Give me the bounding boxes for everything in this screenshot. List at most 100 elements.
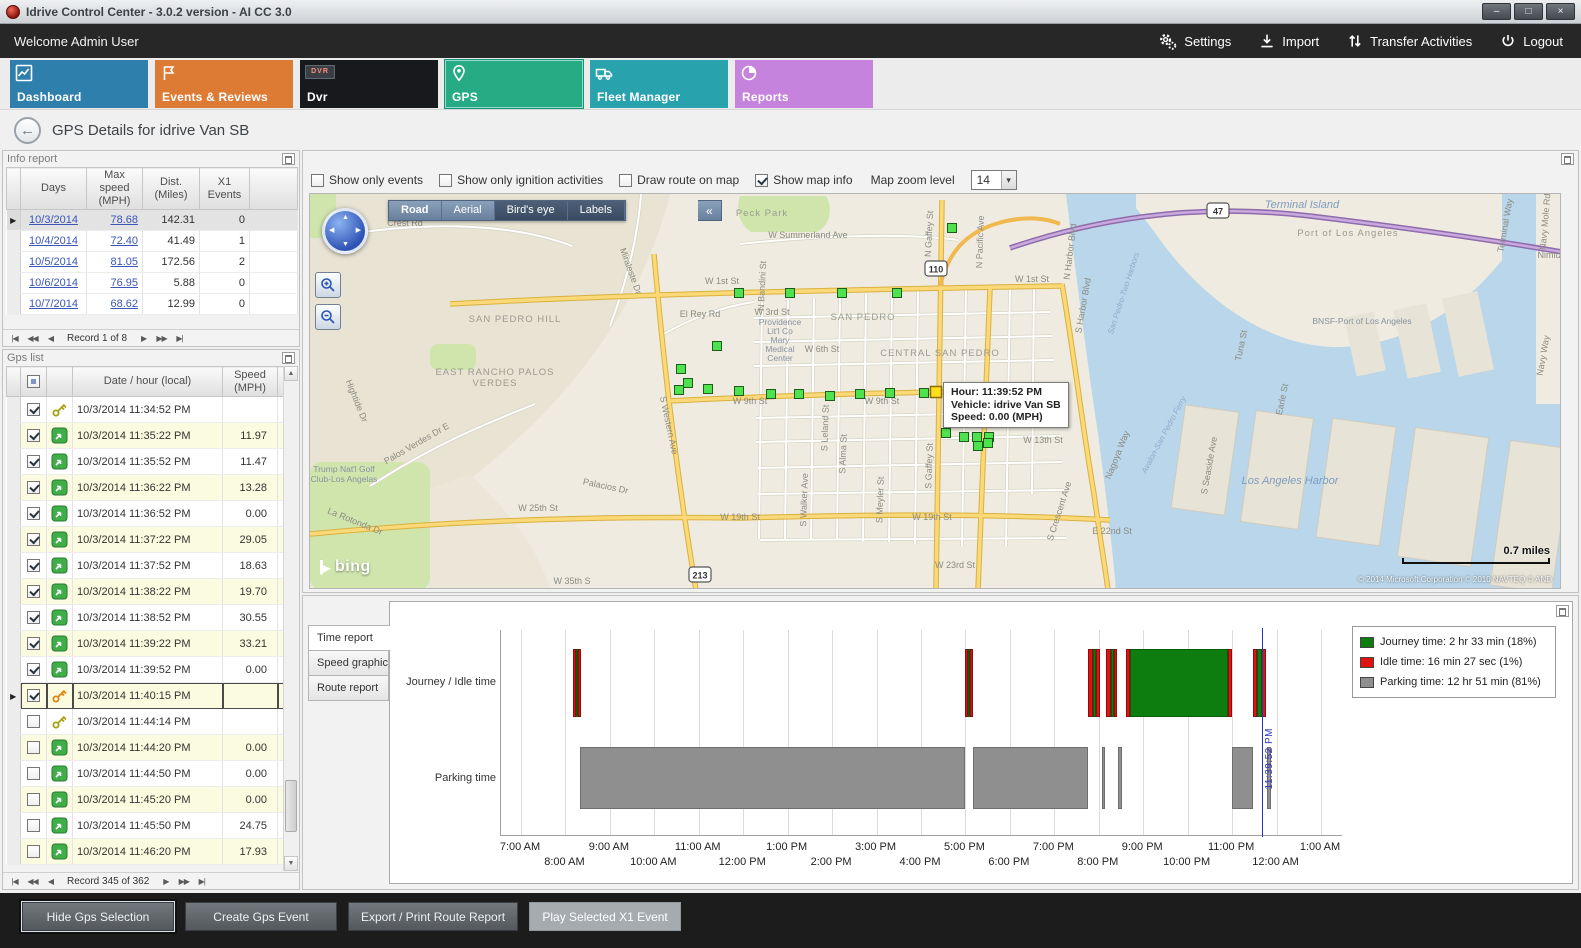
panel-maximize-icon[interactable] — [282, 352, 295, 364]
max-speed-link[interactable]: 76.95 — [110, 277, 138, 289]
tab-dvr[interactable]: DVR Dvr — [300, 60, 438, 108]
day-link[interactable]: 10/7/2014 — [29, 298, 78, 310]
day-link[interactable]: 10/3/2014 — [29, 214, 78, 226]
idle-segment[interactable] — [1228, 649, 1233, 717]
checkbox[interactable] — [439, 173, 453, 187]
back-button[interactable]: ← — [14, 116, 41, 144]
gps-list-row[interactable]: ▶ 10/3/2014 11:44:14 PM — [6, 708, 284, 735]
info-report-row[interactable]: ▶ 10/3/2014 78.68 142.31 0 — [6, 209, 298, 231]
route-point-marker[interactable] — [947, 223, 957, 233]
parking-segment[interactable] — [580, 747, 965, 809]
day-link[interactable]: 10/4/2014 — [29, 235, 78, 247]
gps-list-scrollbar[interactable]: ▲ ▼ — [283, 366, 298, 871]
map-zoom-in-button[interactable] — [315, 272, 341, 298]
row-checkbox[interactable] — [27, 793, 40, 806]
gps-list-row[interactable]: ▶ 10/3/2014 11:37:52 PM 18.63 — [6, 552, 284, 579]
row-checkbox[interactable] — [27, 767, 40, 780]
map-style-option[interactable]: Road — [389, 201, 442, 220]
route-point-marker[interactable] — [919, 388, 929, 398]
tab-speed-graphic[interactable]: Speed graphic — [308, 650, 389, 676]
time-cursor-line[interactable] — [1261, 628, 1263, 837]
route-point-marker[interactable] — [855, 389, 865, 399]
transfer-activities-button[interactable]: Transfer Activities — [1347, 33, 1472, 49]
idle-segment[interactable] — [1095, 649, 1101, 717]
checkbox[interactable] — [311, 173, 324, 187]
show-only-events-checkbox[interactable]: Show only events — [311, 173, 423, 187]
nav-prev-page-button[interactable]: ◀◀ — [27, 333, 38, 343]
gps-list-row[interactable]: ▶ 10/3/2014 11:40:15 PM — [6, 682, 284, 709]
journey-segment[interactable] — [1256, 649, 1262, 717]
row-checkbox[interactable] — [27, 481, 40, 494]
max-speed-link[interactable]: 68.62 — [110, 298, 138, 310]
tab-gps[interactable]: GPS — [445, 60, 583, 108]
export-print-route-report-button[interactable]: Export / Print Route Report — [348, 902, 519, 931]
nav-next-button[interactable]: ▶ — [140, 333, 147, 343]
pan-west-arrow-icon[interactable]: ◀ — [329, 227, 335, 234]
gps-list-row[interactable]: ▶ 10/3/2014 11:36:52 PM 0.00 — [6, 500, 284, 527]
gps-list-row[interactable]: ▶ 10/3/2014 11:37:22 PM 29.05 — [6, 526, 284, 553]
max-speed-link[interactable]: 72.40 — [110, 235, 138, 247]
route-point-marker[interactable] — [825, 391, 835, 401]
row-checkbox[interactable] — [27, 715, 40, 728]
route-point-marker[interactable] — [794, 389, 804, 399]
day-link[interactable]: 10/6/2014 — [29, 277, 78, 289]
parking-segment[interactable] — [1266, 747, 1271, 809]
panel-maximize-icon[interactable] — [1561, 153, 1574, 165]
idle-segment[interactable] — [1252, 649, 1257, 717]
route-point-marker[interactable] — [674, 385, 684, 395]
tab-dashboard[interactable]: Dashboard — [10, 60, 148, 108]
journey-segment[interactable] — [967, 649, 970, 717]
show-map-info-checkbox[interactable]: Show map info — [755, 173, 853, 187]
draw-route-checkbox[interactable]: Draw route on map — [619, 173, 739, 187]
gps-list-row[interactable]: ▶ 10/3/2014 11:35:22 PM 11.97 — [6, 422, 284, 449]
tab-time-report[interactable]: Time report — [308, 625, 391, 651]
map-zoom-select[interactable]: 14 ▾ — [970, 170, 1017, 190]
selected-route-point-marker[interactable] — [929, 385, 943, 399]
route-point-marker[interactable] — [676, 364, 686, 374]
tab-route-report[interactable]: Route report — [308, 675, 389, 701]
map-style-option[interactable]: Aerial — [441, 201, 495, 220]
nav-prev-page-button[interactable]: ◀◀ — [27, 876, 38, 886]
nav-prev-button[interactable]: ◀ — [47, 333, 54, 343]
panel-maximize-icon[interactable] — [1556, 605, 1569, 617]
journey-segment[interactable] — [575, 649, 579, 717]
parking-segment[interactable] — [972, 747, 1088, 809]
route-point-marker[interactable] — [885, 388, 895, 398]
idle-segment[interactable] — [578, 649, 581, 717]
pan-south-arrow-icon[interactable]: ▼ — [342, 241, 349, 248]
select-all-checkbox[interactable] — [27, 375, 40, 388]
checkbox[interactable] — [619, 173, 633, 187]
nav-next-page-button[interactable]: ▶▶ — [178, 876, 190, 886]
nav-next-button[interactable]: ▶ — [163, 876, 169, 886]
map-nav-collapse-button[interactable]: « — [698, 200, 722, 221]
info-report-row[interactable]: ▶ 10/6/2014 76.95 5.88 0 — [6, 272, 298, 294]
idle-segment[interactable] — [1126, 649, 1130, 717]
parking-segment[interactable] — [1118, 747, 1122, 809]
route-point-marker[interactable] — [959, 432, 969, 442]
day-link[interactable]: 10/5/2014 — [29, 256, 78, 268]
create-gps-event-button[interactable]: Create Gps Event — [185, 902, 337, 931]
logout-button[interactable]: Logout — [1500, 33, 1563, 49]
tab-reports[interactable]: Reports — [735, 60, 873, 108]
import-button[interactable]: Import — [1259, 33, 1319, 49]
row-checkbox[interactable] — [27, 845, 40, 858]
row-checkbox[interactable] — [27, 507, 40, 520]
nav-prev-button[interactable]: ◀ — [47, 876, 54, 886]
nav-first-button[interactable]: |◀ — [11, 876, 18, 886]
row-checkbox[interactable] — [27, 819, 40, 832]
route-point-marker[interactable] — [766, 389, 776, 399]
gps-list-row[interactable]: ▶ 10/3/2014 11:36:22 PM 13.28 — [6, 474, 284, 501]
nav-next-page-button[interactable]: ▶▶ — [156, 333, 167, 343]
scroll-up-arrow[interactable]: ▲ — [284, 366, 298, 381]
row-checkbox[interactable] — [27, 559, 40, 572]
map-compass-control[interactable]: ▲ ▼ ◀ ▶ — [322, 208, 368, 254]
row-checkbox[interactable] — [27, 689, 40, 702]
journey-segment[interactable] — [1092, 649, 1096, 717]
row-checkbox[interactable] — [27, 533, 40, 546]
idle-segment[interactable] — [572, 649, 576, 717]
gps-list-row[interactable]: ▶ 10/3/2014 11:45:20 PM 0.00 — [6, 786, 284, 813]
row-checkbox[interactable] — [27, 741, 40, 754]
info-report-row[interactable]: ▶ 10/5/2014 81.05 172.56 2 — [6, 251, 298, 273]
row-checkbox[interactable] — [27, 585, 40, 598]
row-checkbox[interactable] — [27, 403, 40, 416]
